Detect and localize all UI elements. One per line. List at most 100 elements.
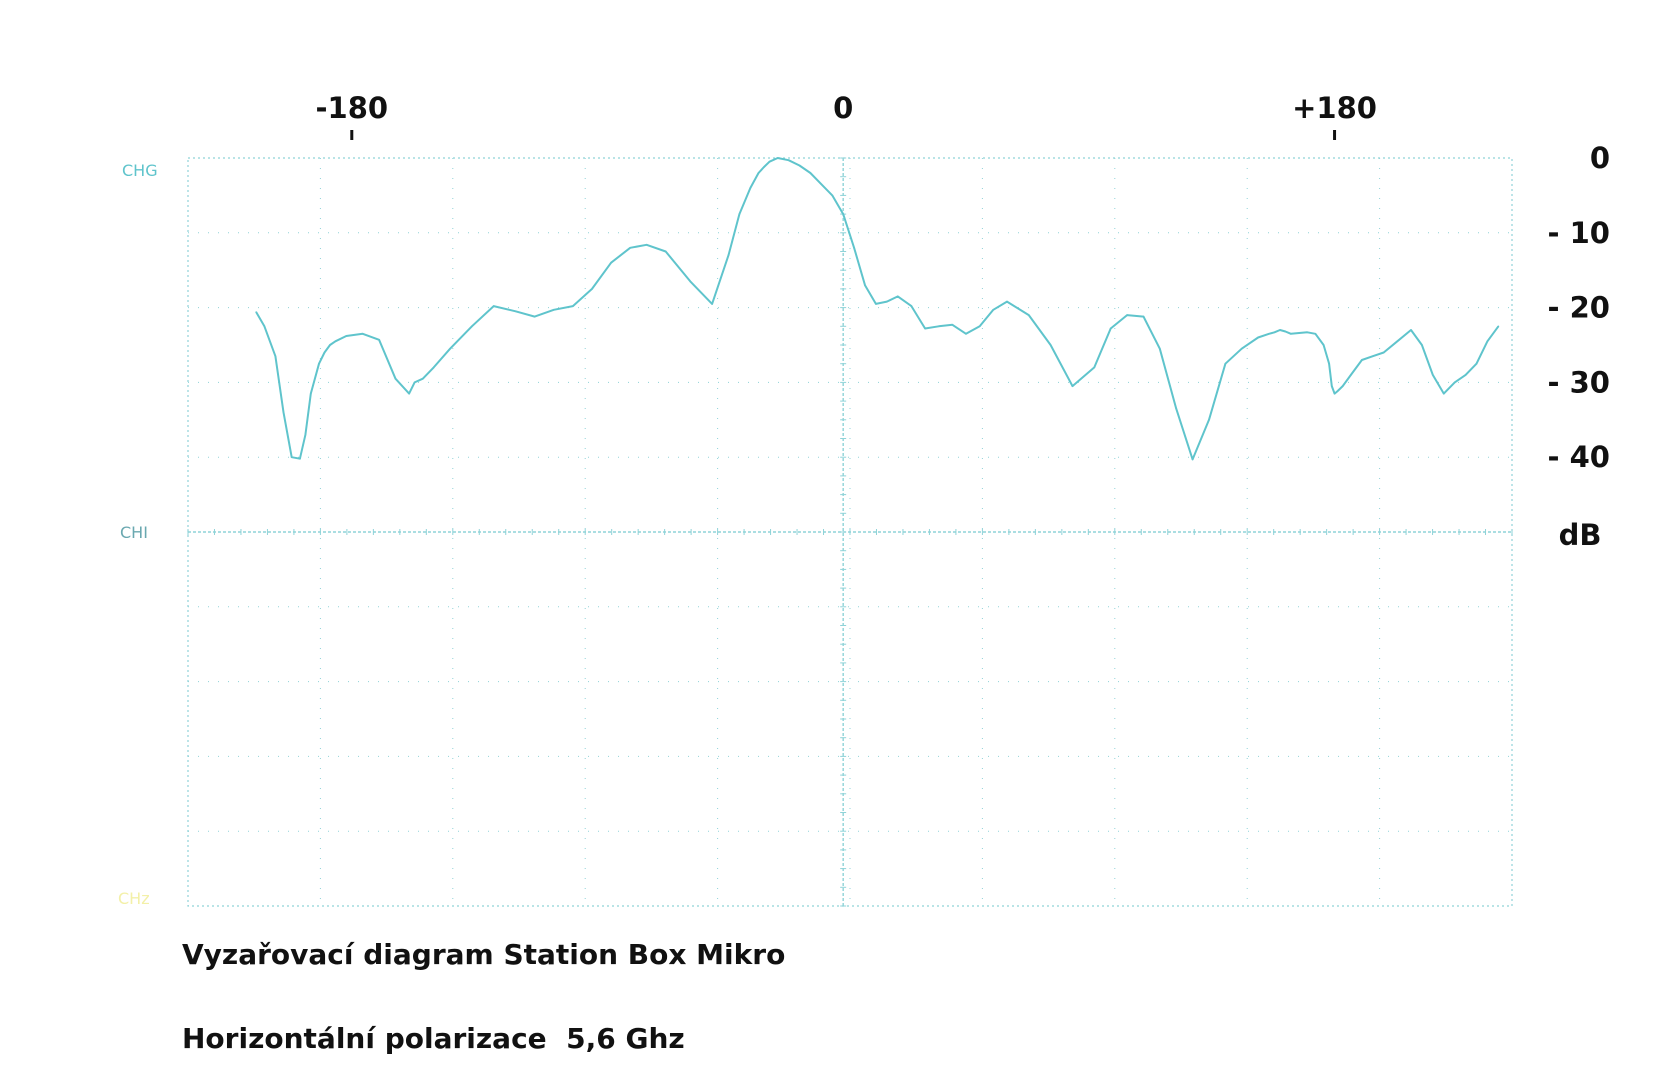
trace-point	[255, 311, 257, 313]
trace-point	[553, 309, 555, 311]
trace-point	[310, 392, 312, 395]
y-tick-label: - 40	[1548, 440, 1611, 474]
trace-point	[572, 305, 574, 307]
trace-point	[629, 247, 631, 249]
trace-point	[757, 172, 760, 174]
trace-point	[1306, 331, 1309, 334]
trace-point	[1126, 314, 1128, 316]
trace-point	[422, 377, 424, 380]
trace-point	[432, 366, 435, 369]
trace-point	[329, 344, 331, 346]
trace-point	[408, 392, 410, 395]
trace-point	[394, 377, 397, 380]
trace-line	[255, 157, 1500, 461]
trace-point	[323, 351, 326, 354]
trace-point	[610, 261, 612, 264]
trace-point	[1331, 385, 1333, 387]
trace-point	[1341, 385, 1344, 387]
trace-point	[533, 315, 536, 318]
trace-point	[924, 327, 926, 330]
trace-point	[1142, 315, 1145, 318]
trace-point	[1328, 362, 1330, 365]
trace-point	[763, 166, 765, 168]
trace-point	[897, 295, 899, 298]
trace-point	[711, 303, 713, 305]
trace-point	[1290, 333, 1292, 335]
trace-point	[1382, 351, 1385, 354]
trace-point	[1175, 407, 1177, 410]
trace-point	[809, 172, 812, 174]
y-tick-label: 0	[1590, 141, 1610, 175]
trace-point	[992, 309, 995, 311]
trace-point	[1093, 366, 1096, 369]
trace-point	[1257, 336, 1259, 339]
x-tick-label: -180	[316, 91, 389, 125]
trace-point	[1071, 385, 1074, 387]
trace-point	[378, 339, 380, 341]
trace-point	[304, 434, 307, 436]
trace-point	[290, 456, 293, 459]
trace-point	[1486, 340, 1489, 343]
trace-point	[749, 187, 752, 189]
x-tick-label: +180	[1292, 91, 1377, 125]
trace-point	[1432, 374, 1434, 376]
trace-point	[1109, 327, 1112, 330]
y-tick-label: - 10	[1548, 216, 1611, 250]
x-tick-label: 0	[833, 91, 853, 125]
trace-point	[1410, 329, 1412, 331]
trace-point	[1361, 359, 1363, 361]
trace-point	[449, 347, 451, 350]
trace-point	[299, 457, 301, 460]
trace-point	[768, 160, 771, 163]
trace-point	[1322, 344, 1325, 346]
y-unit-label: dB	[1559, 518, 1602, 552]
trace-point	[978, 325, 981, 328]
trace-point	[820, 183, 823, 185]
trace-point	[413, 381, 416, 384]
trace-point	[886, 300, 888, 303]
trace-point	[361, 333, 364, 335]
trace-point	[1443, 392, 1445, 395]
trace-point	[282, 411, 285, 414]
trace-point	[1284, 330, 1287, 333]
trace-point	[664, 250, 667, 253]
trace-point	[492, 305, 495, 307]
trace-point	[514, 310, 517, 313]
trace-point	[937, 325, 940, 328]
trace-point	[345, 335, 348, 337]
trace-point	[1298, 332, 1300, 334]
trace-point	[951, 324, 954, 326]
trace-point	[965, 333, 967, 335]
trace-point	[274, 355, 277, 358]
trace-point	[334, 340, 337, 343]
trace-point	[787, 159, 790, 161]
trace-point	[864, 284, 866, 287]
trace-point	[910, 305, 913, 307]
trace-point	[1372, 355, 1374, 358]
trace-point	[1336, 390, 1339, 393]
channel-label: CHz	[118, 889, 150, 908]
trace-point	[875, 303, 877, 305]
trace-point	[471, 325, 473, 328]
chart-subtitle: Horizontální polarizace 5,6 Ghz	[182, 1022, 685, 1055]
trace-point	[1497, 325, 1500, 328]
trace-point	[591, 288, 593, 290]
chart-title: Vyzařovací diagram Station Box Mikro	[182, 938, 786, 971]
y-tick-label: - 30	[1548, 365, 1611, 399]
trace-point	[1314, 333, 1317, 335]
trace-point	[689, 280, 692, 283]
trace-point	[842, 213, 844, 215]
trace-point	[1028, 314, 1030, 316]
trace-point	[1464, 374, 1467, 376]
trace-point	[1224, 362, 1227, 365]
trace-point	[1159, 347, 1161, 350]
trace-point	[1273, 331, 1276, 334]
trace-point	[1279, 329, 1281, 331]
trace-point	[831, 194, 834, 197]
channel-label: CHG	[122, 161, 158, 180]
trace-point	[1421, 344, 1423, 346]
trace-point	[1396, 340, 1399, 343]
trace-point	[318, 362, 320, 365]
trace-point	[263, 325, 266, 328]
trace-point	[1333, 392, 1336, 395]
